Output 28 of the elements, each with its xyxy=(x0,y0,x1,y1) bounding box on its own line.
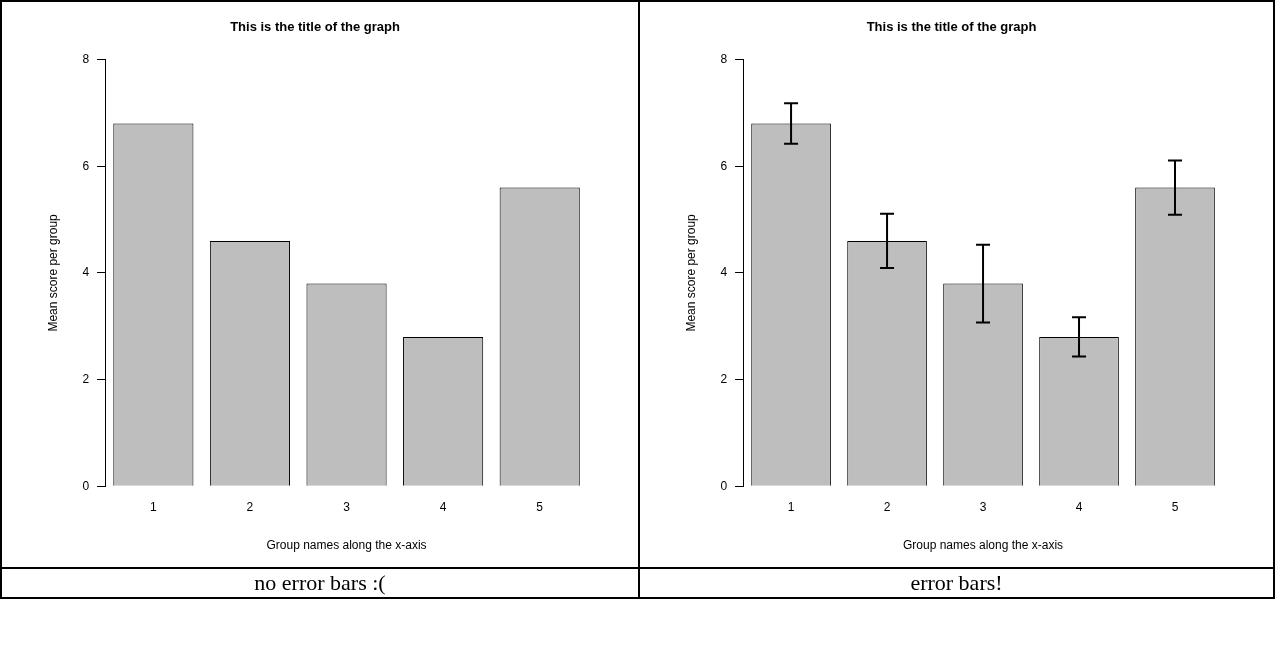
y-tick-label: 6 xyxy=(720,158,728,173)
x-tick-label: 2 xyxy=(883,499,891,514)
x-tick-label: 4 xyxy=(1075,499,1083,514)
text: no error bars :( xyxy=(1,568,639,598)
y-tick-label: 4 xyxy=(82,265,90,280)
x-tick-label: 4 xyxy=(439,499,447,514)
x-tick-label: 1 xyxy=(787,499,795,514)
x-tick-label: 5 xyxy=(1171,499,1179,514)
x-axis-title: Group names along the x-axis xyxy=(902,538,1064,553)
x-tick-label: 3 xyxy=(343,499,351,514)
x-tick-label: 1 xyxy=(150,499,158,514)
x-tick-label: 5 xyxy=(536,499,544,514)
y-tick-label: 8 xyxy=(82,51,90,66)
x-tick-label: 3 xyxy=(979,499,987,514)
x-axis-title: Group names along the x-axis xyxy=(266,538,427,553)
y-tick-label: 2 xyxy=(720,371,728,386)
y-tick-label: 8 xyxy=(720,51,728,66)
y-tick-label: 6 xyxy=(82,158,90,173)
y-tick-label: 4 xyxy=(720,265,728,280)
chart-title: This is the title of the graph xyxy=(866,19,1037,35)
x-tick-label: 2 xyxy=(246,499,254,514)
y-tick-label: 0 xyxy=(82,478,90,493)
y-tick-label: 2 xyxy=(82,371,90,386)
text: error bars! xyxy=(639,568,1274,598)
chart-title: This is the title of the graph xyxy=(230,19,400,35)
y-axis-title: Mean score per group xyxy=(45,213,60,332)
y-axis-title: Mean score per group xyxy=(683,213,698,332)
y-tick-label: 0 xyxy=(720,478,728,493)
